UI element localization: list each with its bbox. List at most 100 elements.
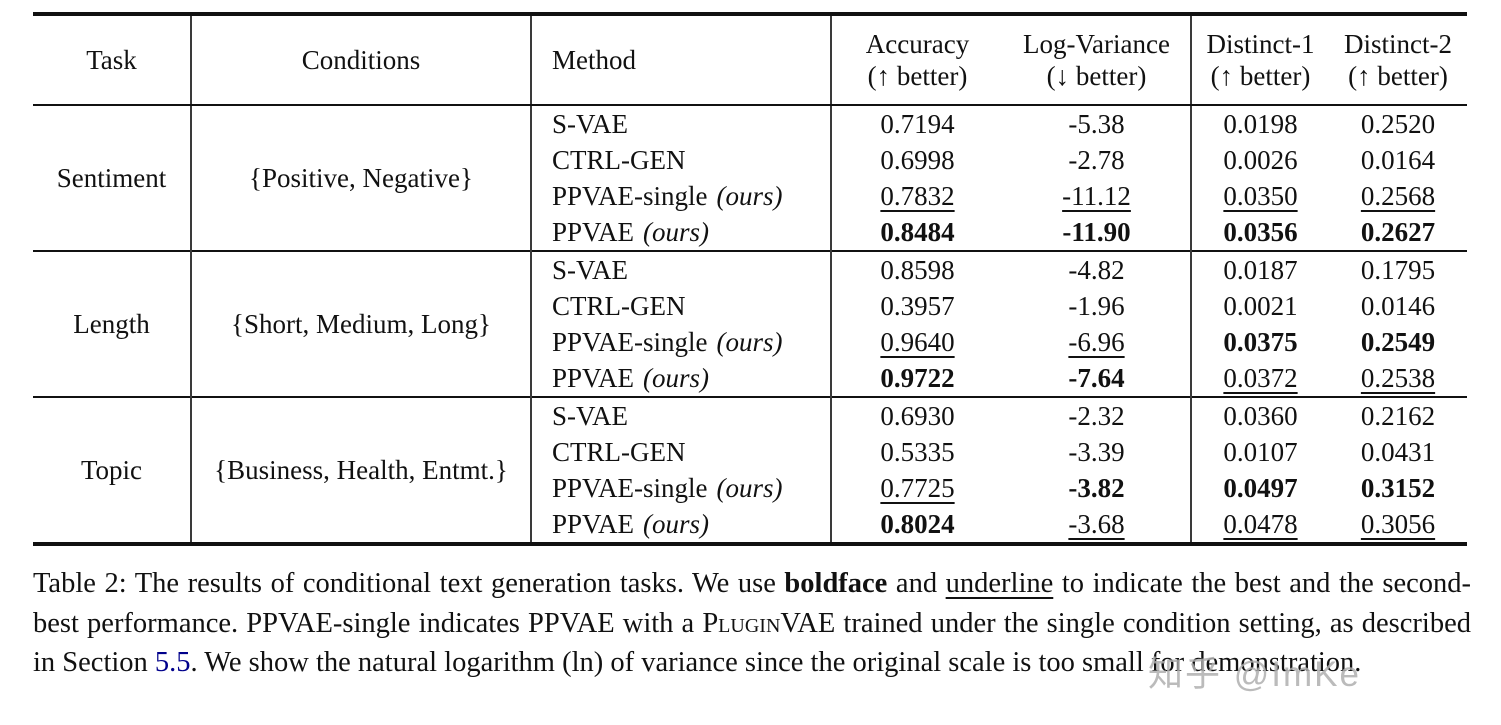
table-body: Sentiment {Positive, Negative} S-VAE 0.7194…	[33, 104, 1467, 544]
metric-name: Accuracy	[865, 29, 970, 59]
table-row: PPVAE-single (ours) 0.9640 -6.96 0.0375 0.254…	[33, 324, 1467, 360]
metric-value: -3.68	[1068, 509, 1125, 539]
conditions-label: {Positive, Negative}	[191, 104, 532, 251]
metric-value: 0.2627	[1360, 217, 1436, 247]
metric-value: 0.7725	[830, 470, 1003, 506]
metric-value: 0.0164	[1360, 145, 1436, 175]
metric-value: 0.2520	[1329, 104, 1467, 142]
metric-value: 0.8024	[830, 506, 1003, 544]
conditions-label: {Short, Medium, Long}	[191, 250, 532, 397]
method-label: S-VAE	[552, 109, 629, 139]
metric-value: -1.96	[1068, 291, 1125, 321]
metric-name: Log-Variance	[1023, 29, 1170, 59]
method-label: CTRL-GEN	[552, 437, 686, 467]
header-method: Method	[531, 14, 831, 106]
results-table-wrap: Task Conditions Method Accuracy (↑ bette…	[33, 12, 1467, 546]
method-label: PPVAE	[552, 217, 635, 247]
metric-value: 0.0021	[1190, 288, 1329, 324]
method-label: PPVAE-single	[552, 181, 708, 211]
metric-value: 0.0026	[1190, 142, 1329, 178]
table-row: CTRL-GEN 0.5335 -3.39 0.0107 0.0431	[33, 434, 1467, 470]
method-label: PPVAE	[552, 509, 635, 539]
method-label: CTRL-GEN	[552, 291, 686, 321]
section-link[interactable]: 5.5	[154, 647, 191, 678]
method-name: S-VAE	[531, 250, 831, 288]
caption-underline-word: underline	[945, 568, 1054, 599]
metric-value: 0.0431	[1360, 437, 1436, 467]
metric-value: 0.0356	[1190, 214, 1329, 251]
metric-value: 0.0187	[1190, 250, 1329, 288]
metric-value: 0.9640	[830, 324, 1003, 360]
table-row: PPVAE-single (ours) 0.7725 -3.82 0.0497 0.315…	[33, 470, 1467, 506]
metric-direction: (↓ better)	[1046, 61, 1147, 91]
method-label: PPVAE	[552, 363, 635, 393]
metric-value: 0.0146	[1360, 291, 1436, 321]
metric-value: 0.6930	[830, 396, 1003, 434]
caption-label: Table 2:	[33, 568, 127, 599]
metric-value: 0.0497	[1190, 470, 1329, 506]
ours-tag: (ours)	[643, 363, 710, 393]
method-name: S-VAE	[531, 104, 831, 142]
table-row: Topic {Business, Health, Entmt.} S-VAE 0.69…	[33, 396, 1467, 544]
metric-value: 0.3056	[1360, 509, 1436, 539]
metric-value: 0.3152	[1360, 473, 1436, 503]
metric-value: -2.32	[1003, 396, 1191, 434]
method-name: CTRL-GEN	[531, 142, 831, 178]
method-label: S-VAE	[552, 255, 629, 285]
table-row: Length {Short, Medium, Long} S-VAE 0.8598 -4…	[33, 250, 1467, 397]
caption-text: . We show the natural logarithm (ln) of …	[190, 647, 1362, 678]
metric-value: -5.38	[1003, 104, 1191, 142]
task-label: Sentiment	[33, 104, 192, 251]
method-name: CTRL-GEN	[531, 434, 831, 470]
metric-value: 0.6998	[830, 142, 1003, 178]
method-name: PPVAE (ours)	[531, 506, 831, 544]
metric-name: Distinct-1	[1206, 29, 1315, 59]
header-metric-logvariance: Log-Variance (↓ better)	[1003, 14, 1191, 106]
caption-smallcaps-suffix: VAE	[780, 607, 836, 639]
method-name: CTRL-GEN	[531, 288, 831, 324]
metric-value: 0.0107	[1190, 434, 1329, 470]
metric-value: 0.2162	[1329, 396, 1467, 434]
method-name: PPVAE-single (ours)	[531, 470, 831, 506]
task-label: Topic	[33, 396, 192, 544]
metric-value: 0.0350	[1190, 178, 1329, 214]
metric-value: 0.0478	[1190, 506, 1329, 544]
metric-value: 0.8598	[830, 250, 1003, 288]
method-name: S-VAE	[531, 396, 831, 434]
ours-tag: (ours)	[716, 181, 783, 211]
header-conditions: Conditions	[191, 14, 532, 106]
header-metric-distinct2: Distinct-2 (↑ better)	[1329, 14, 1467, 106]
metric-value: 0.3957	[830, 288, 1003, 324]
header-task: Task	[33, 14, 192, 106]
table-caption: Table 2: The results of conditional text…	[33, 564, 1471, 683]
method-label: S-VAE	[552, 401, 629, 431]
table-row: PPVAE (ours) 0.8024 -3.68 0.0478 0.3056	[33, 506, 1467, 544]
results-table: Task Conditions Method Accuracy (↑ bette…	[33, 12, 1467, 546]
metric-value: -3.82	[1068, 473, 1125, 503]
task-label: Length	[33, 250, 192, 397]
metric-value: -11.90	[1062, 217, 1131, 247]
metric-value: 0.5335	[830, 434, 1003, 470]
metric-value: -4.82	[1003, 250, 1191, 288]
metric-value: 0.0375	[1190, 324, 1329, 360]
metric-value: 0.2549	[1360, 327, 1436, 357]
metric-value: -6.96	[1068, 327, 1125, 357]
ours-tag: (ours)	[643, 217, 710, 247]
metric-value: 0.7832	[830, 178, 1003, 214]
caption-bold-word: boldface	[784, 568, 888, 599]
metric-direction: (↑ better)	[1348, 61, 1448, 91]
ours-tag: (ours)	[716, 327, 783, 357]
metric-direction: (↑ better)	[1210, 61, 1311, 91]
header-metric-accuracy: Accuracy (↑ better)	[830, 14, 1003, 106]
table-header-row: Task Conditions Method Accuracy (↑ bette…	[33, 14, 1467, 106]
metric-name: Distinct-2	[1344, 29, 1452, 59]
ours-tag: (ours)	[716, 473, 783, 503]
caption-text: trained under the single condition setti…	[33, 607, 1471, 679]
metric-value: 0.7194	[830, 104, 1003, 142]
metric-value: 0.0198	[1190, 104, 1329, 142]
metric-value: -11.12	[1062, 181, 1131, 211]
metric-value: 0.2568	[1360, 181, 1436, 211]
method-label: PPVAE-single	[552, 327, 708, 357]
header-metric-distinct1: Distinct-1 (↑ better)	[1190, 14, 1329, 106]
